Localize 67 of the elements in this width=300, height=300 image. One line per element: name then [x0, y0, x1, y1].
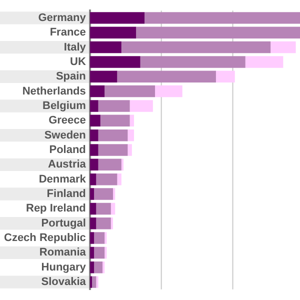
y-tick-label: Portugal — [41, 217, 86, 230]
y-tick-label: Italy — [64, 41, 87, 54]
y-tick-label: Romania — [39, 246, 87, 259]
bar — [98, 144, 128, 156]
bar — [90, 202, 96, 215]
y-tick-label: Spain — [56, 70, 86, 83]
bar — [130, 114, 134, 127]
bar — [100, 114, 130, 127]
bar — [216, 70, 235, 82]
bar — [90, 188, 94, 200]
y-tick-label: Germany — [38, 12, 87, 24]
bar — [94, 232, 105, 244]
bar — [130, 100, 153, 112]
y-tick-label: Belgium — [42, 100, 86, 112]
bar — [90, 85, 105, 98]
bar — [90, 129, 98, 142]
y-tick-label: Slovakia — [41, 276, 87, 288]
y-tick-label: Finland — [46, 188, 86, 200]
y-tick-label: Rep Ireland — [26, 202, 86, 215]
bar — [94, 188, 114, 200]
bar — [92, 276, 96, 288]
bar — [98, 100, 130, 112]
bar — [90, 114, 100, 127]
bar — [90, 173, 96, 186]
bar — [90, 144, 98, 156]
bar — [96, 173, 118, 186]
bar — [110, 202, 116, 215]
bar — [90, 276, 92, 288]
y-tick-label: Sweden — [44, 129, 86, 142]
bar — [128, 144, 132, 156]
bar — [90, 100, 98, 112]
y-tick-label: Austria — [48, 158, 87, 171]
bar — [270, 41, 296, 54]
bar — [94, 246, 105, 259]
y-tick-label: Denmark — [38, 173, 87, 186]
y-tick-label: Czech Republic — [4, 232, 86, 244]
y-tick-label: Hungary — [41, 261, 87, 274]
bar — [90, 218, 96, 230]
y-tick-label: UK — [70, 56, 86, 68]
bar — [90, 232, 94, 244]
bar — [90, 70, 118, 82]
bar — [90, 26, 136, 38]
bar — [245, 56, 284, 68]
bar — [140, 56, 246, 68]
y-tick-label: Poland — [49, 144, 86, 156]
bar — [90, 262, 94, 274]
bar — [96, 218, 111, 230]
y-tick-label: France — [50, 26, 86, 39]
bar — [98, 129, 128, 142]
bar — [90, 246, 94, 259]
bar — [136, 26, 300, 38]
bar — [117, 70, 216, 82]
bar — [128, 129, 134, 142]
y-tick-label: Netherlands — [22, 85, 86, 98]
bar — [98, 158, 122, 171]
bar — [110, 218, 114, 230]
bar — [117, 173, 122, 186]
bar — [96, 202, 111, 215]
bar — [104, 85, 156, 98]
bar — [90, 56, 140, 68]
bar — [144, 12, 300, 24]
bar — [121, 158, 124, 171]
bar — [94, 262, 103, 274]
bar — [155, 85, 182, 98]
bar — [90, 158, 98, 171]
y-tick-label: Greece — [48, 114, 86, 127]
bar — [121, 41, 271, 54]
